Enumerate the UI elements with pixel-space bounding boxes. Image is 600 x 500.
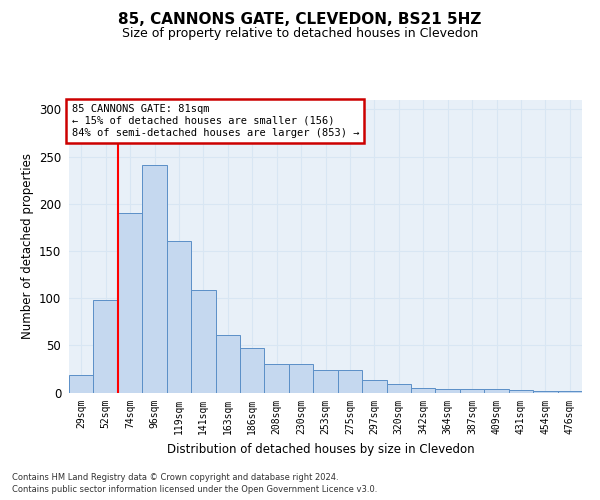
Bar (94, 300, 118, 392)
Bar (509, 390, 533, 392)
Bar (338, 370, 362, 392)
Y-axis label: Number of detached properties: Number of detached properties (20, 153, 34, 340)
Bar (386, 384, 411, 392)
Text: 85 CANNONS GATE: 81sqm
← 15% of detached houses are smaller (156)
84% of semi-de: 85 CANNONS GATE: 81sqm ← 15% of detached… (71, 104, 359, 138)
Bar (362, 380, 386, 392)
Text: Distribution of detached houses by size in Clevedon: Distribution of detached houses by size … (167, 442, 475, 456)
Bar (411, 388, 436, 392)
Bar (240, 348, 265, 393)
Bar (557, 390, 582, 392)
Text: Contains HM Land Registry data © Crown copyright and database right 2024.: Contains HM Land Registry data © Crown c… (12, 472, 338, 482)
Bar (167, 240, 191, 392)
Bar (142, 165, 167, 392)
Text: Contains public sector information licensed under the Open Government Licence v3: Contains public sector information licen… (12, 485, 377, 494)
Bar (313, 370, 338, 392)
Bar (436, 388, 460, 392)
Bar (289, 364, 313, 392)
Bar (533, 390, 557, 392)
Bar (265, 364, 289, 392)
Bar (118, 213, 142, 392)
Bar (69, 374, 94, 392)
Text: Size of property relative to detached houses in Clevedon: Size of property relative to detached ho… (122, 28, 478, 40)
Text: 85, CANNONS GATE, CLEVEDON, BS21 5HZ: 85, CANNONS GATE, CLEVEDON, BS21 5HZ (118, 12, 482, 28)
Bar (484, 388, 509, 392)
Bar (460, 388, 484, 392)
Bar (215, 335, 240, 392)
Bar (191, 290, 215, 393)
